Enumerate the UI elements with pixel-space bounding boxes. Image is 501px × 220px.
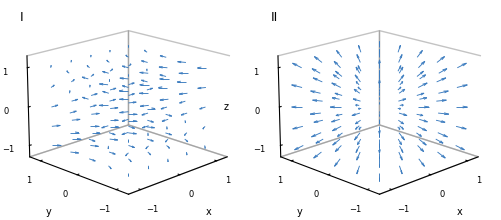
Y-axis label: y: y [296,207,302,217]
Text: I: I [20,11,24,24]
Y-axis label: y: y [46,207,51,217]
X-axis label: x: x [455,207,461,217]
X-axis label: x: x [205,207,211,217]
Text: II: II [271,11,278,24]
